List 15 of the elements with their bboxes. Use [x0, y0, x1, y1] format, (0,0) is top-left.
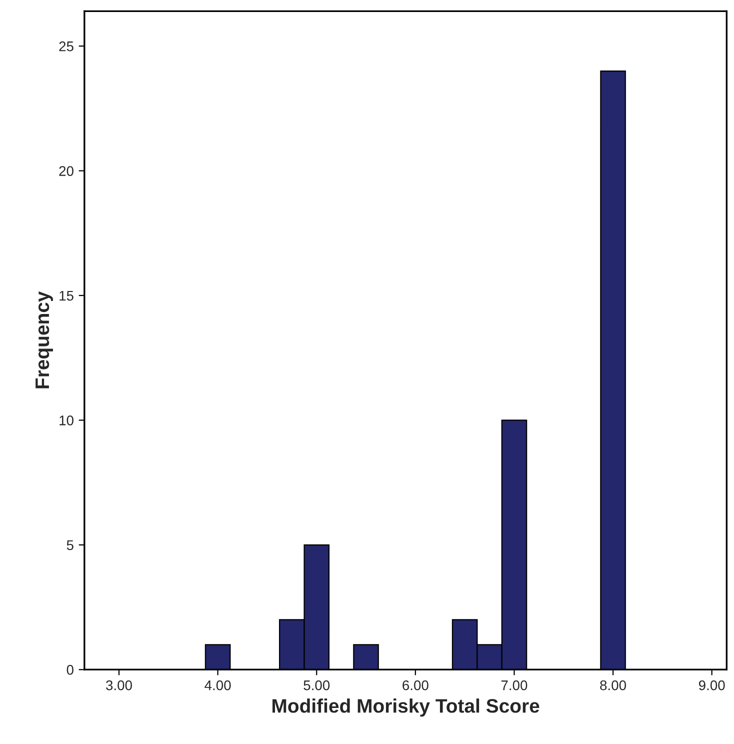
y-tick-label: 10 — [60, 416, 74, 426]
x-tick-label: 8.00 — [600, 680, 626, 690]
y-tick-label: 25 — [59, 41, 74, 52]
y-tick-label: 5 — [66, 540, 74, 550]
y-tick-label: 0 — [66, 664, 74, 675]
x-tick-label: 7.00 — [501, 680, 528, 690]
y-tick-label: 15 — [60, 290, 74, 301]
x-tick-label: 4.00 — [204, 680, 231, 690]
x-tick-label: 5.00 — [304, 680, 330, 690]
x-tick-label: 3.00 — [106, 680, 132, 690]
y-axis-title: Frequency — [36, 291, 53, 388]
x-tick-label: 6.00 — [402, 680, 428, 690]
x-axis-title: Modified Morisky Total Score — [272, 698, 540, 717]
y-tick-label: 20 — [59, 166, 74, 176]
x-tick-label: 9.00 — [698, 680, 725, 690]
